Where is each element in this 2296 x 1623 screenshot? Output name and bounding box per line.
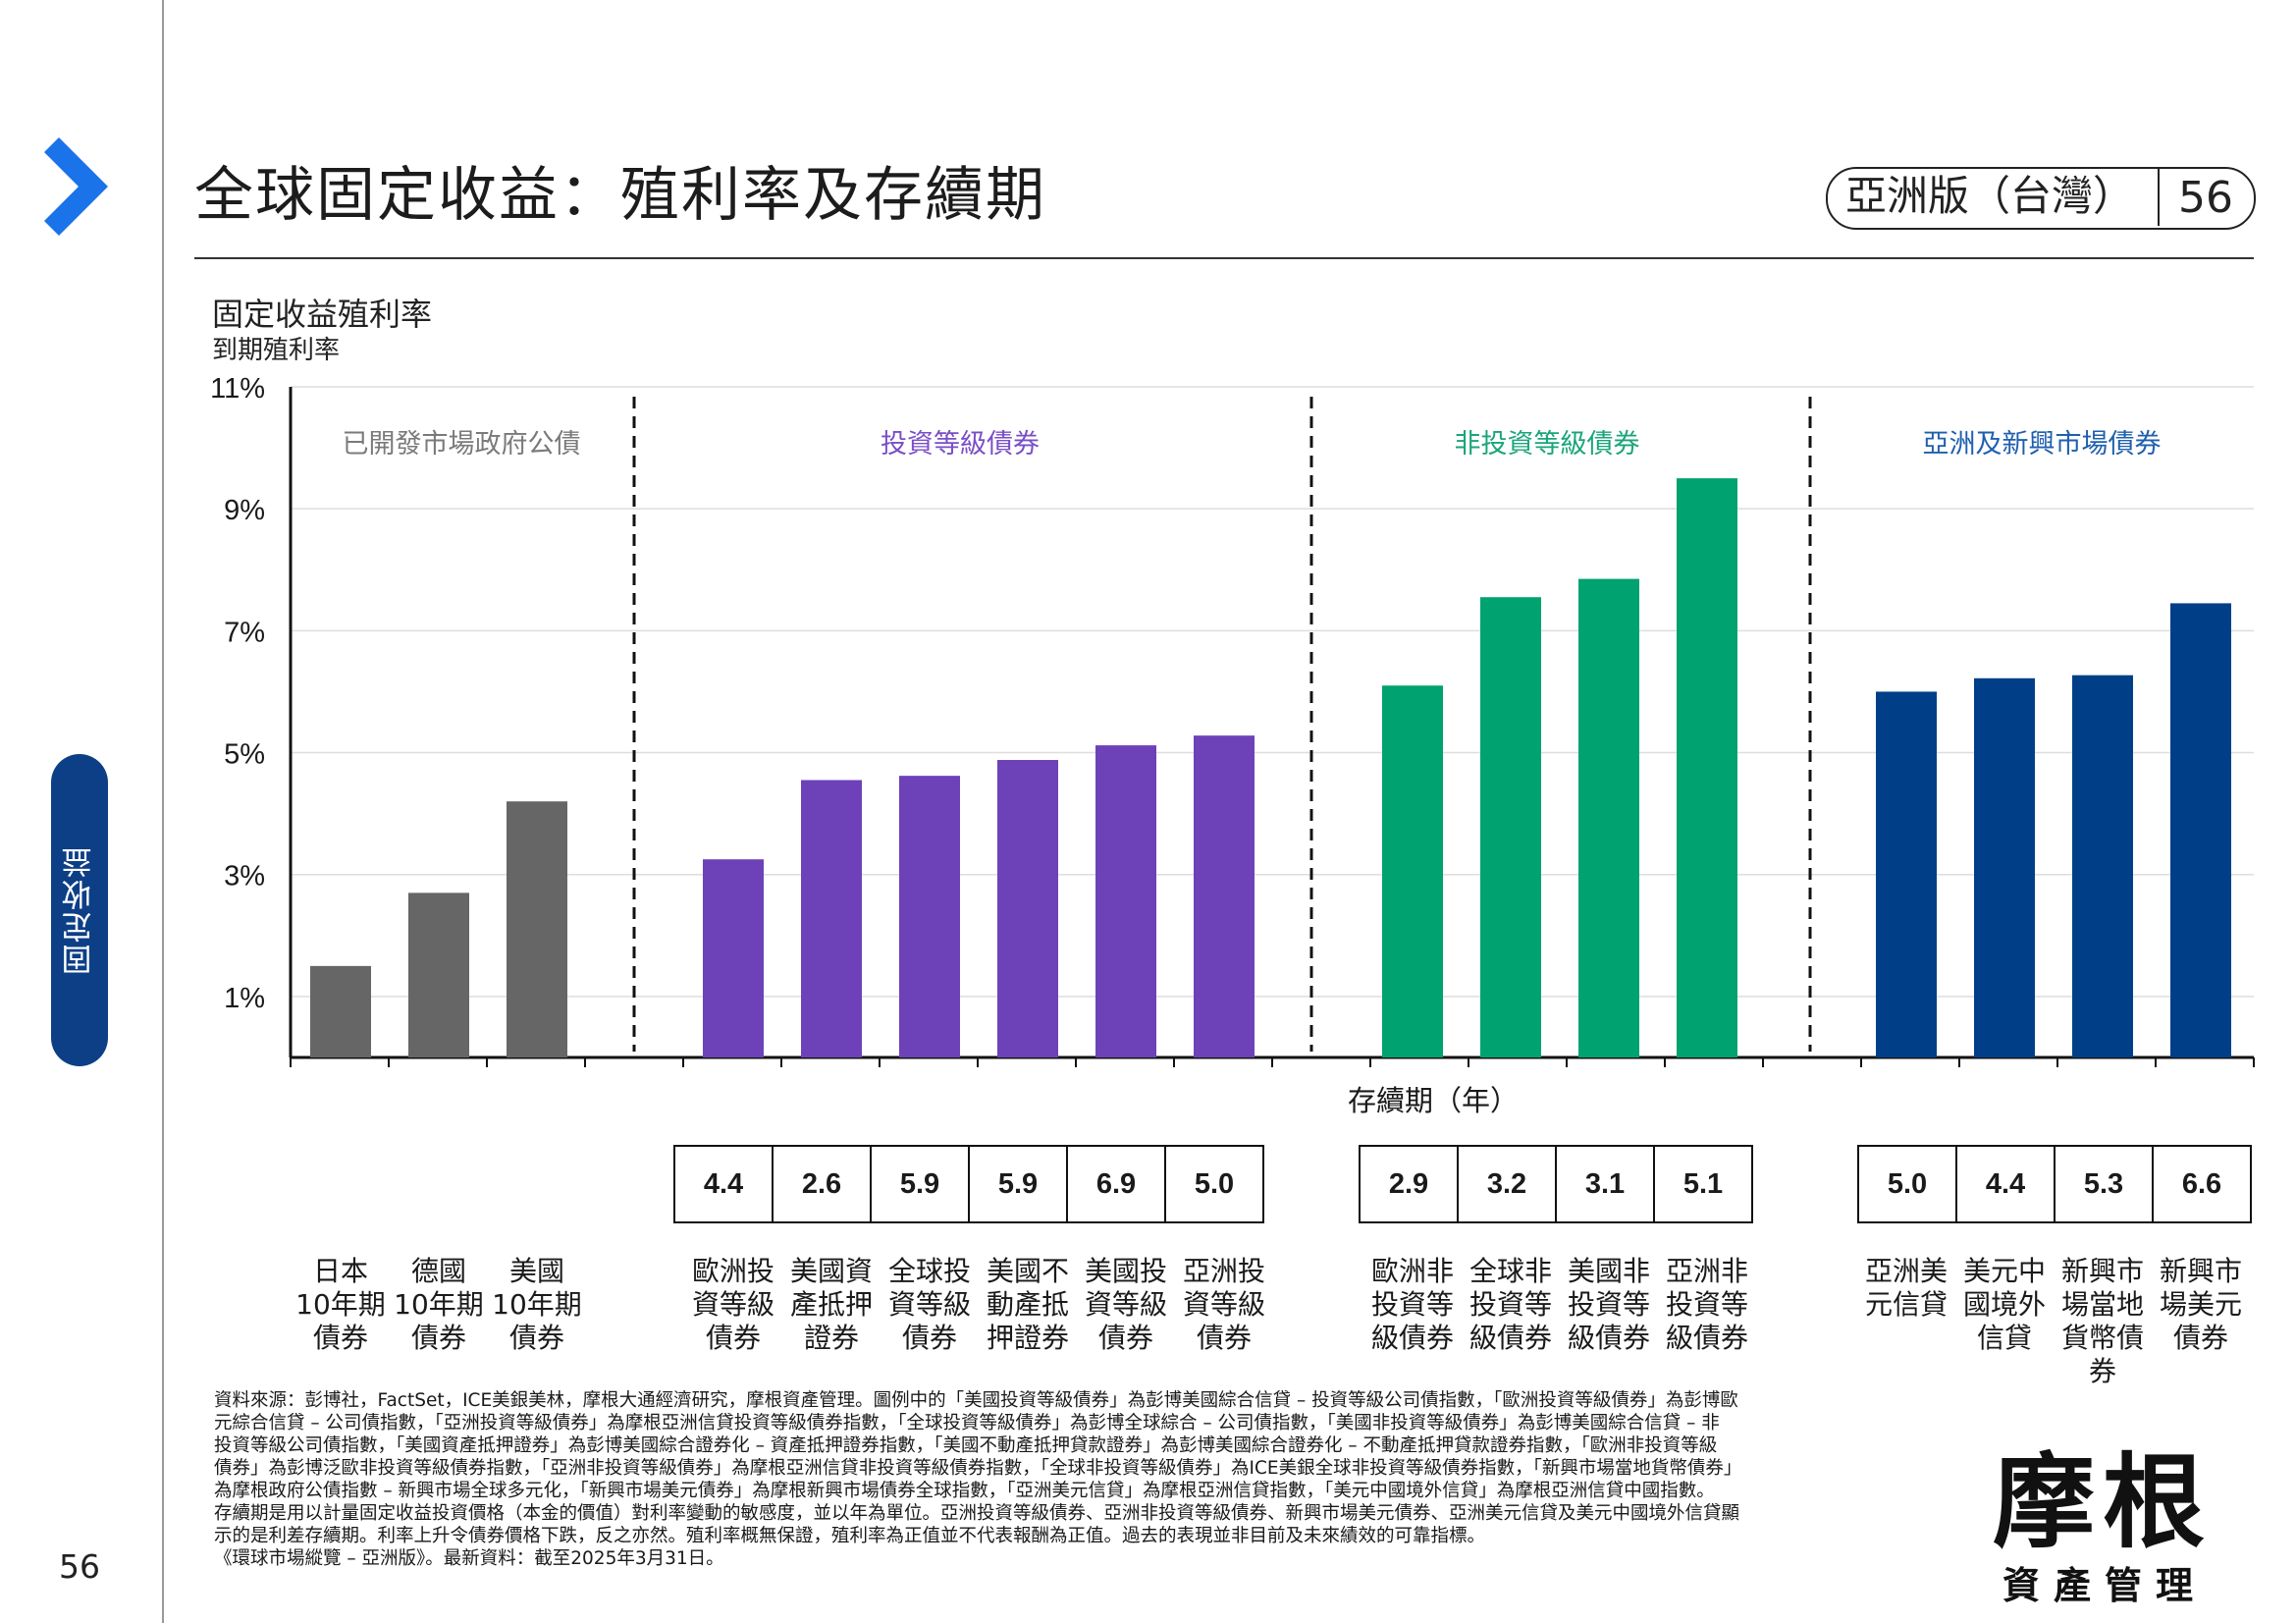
category-label: 美元中 國境外 信貸 [1962, 1255, 2046, 1354]
page-title: 全球固定收益：殖利率及存續期 [194, 161, 1046, 230]
category-label: 歐洲非 投資等 級債券 [1370, 1255, 1454, 1354]
edition-divider [2158, 169, 2160, 226]
category-label: 美國 10年期 債券 [492, 1255, 582, 1354]
duration-value: 5.3 [2056, 1147, 2154, 1221]
edition-label: 亞洲版（台灣） [1845, 172, 2135, 220]
y-tick-label: 11% [210, 373, 265, 405]
duration-value: 3.1 [1557, 1147, 1655, 1221]
duration-axis-label: 存續期（年） [1348, 1084, 1519, 1117]
chevron-right-icon [44, 137, 108, 236]
duration-value: 5.0 [1859, 1147, 1957, 1221]
group-label: 已開發市場政府公債 [343, 429, 581, 460]
duration-value: 4.4 [675, 1147, 774, 1221]
duration-value: 5.1 [1682, 1167, 1724, 1200]
bar [703, 859, 764, 1057]
category-label: 美國非 投資等 級債券 [1567, 1255, 1650, 1354]
category-label: 亞洲投 資等級 債券 [1182, 1255, 1265, 1354]
bar [1480, 597, 1541, 1057]
category-label: 美國資 產抵押 證券 [789, 1255, 873, 1354]
edition-badge [1826, 167, 2256, 230]
footnote-line: 資料來源：彭博社，FactSet，ICE美銀美林，摩根大通經濟研究，摩根資產管理… [214, 1390, 1738, 1411]
category-label: 美國不 動產抵 押證券 [986, 1255, 1069, 1354]
brand-logo-subtitle: 資產管理 [2002, 1564, 2208, 1607]
group-label: 投資等級債券 [881, 429, 1040, 460]
footnote-line: 投資等級公司債指數，「美國資產抵押證券」為彭博美國綜合證券化 – 資產抵押證券指… [214, 1435, 1718, 1456]
bar [2072, 675, 2133, 1057]
bar [1578, 578, 1639, 1057]
bar [1095, 745, 1156, 1057]
footnote: 資料來源：彭博社，FactSet，ICE美銀美林，摩根大通經濟研究，摩根資產管理… [214, 1389, 1971, 1570]
footnote-line: 元綜合信貸 – 公司債指數，「亞洲投資等級債券」為摩根亞洲信貸投資等級債券指數，… [214, 1413, 1720, 1434]
chart-title: 固定收益殖利率 [212, 296, 433, 333]
group-label: 非投資等級債券 [1455, 429, 1640, 460]
footnote-line: 存續期是用以計量固定收益投資價格（本金的價值）對利率變動的敏感度，並以年為單位。… [214, 1503, 1740, 1524]
category-label: 歐洲投 資等級 債券 [691, 1255, 774, 1354]
duration-value: 2.9 [1361, 1147, 1459, 1221]
bar [1876, 691, 1937, 1057]
footnote-line: 債券」為彭博泛歐非投資等級債券指數，「亞洲非投資等級債券」為摩根亞洲信貸非投資等… [214, 1458, 1742, 1479]
bar [1677, 478, 1737, 1057]
duration-value: 2.6 [774, 1147, 872, 1221]
group-label: 亞洲及新興市場債券 [1923, 429, 2162, 460]
category-label: 新興市 場當地 貨幣債 券 [2060, 1255, 2144, 1387]
bar [408, 893, 469, 1057]
bar [801, 780, 862, 1057]
category-label: 新興市 場美元 債券 [2159, 1255, 2242, 1354]
y-tick-label: 9% [224, 495, 265, 526]
left-rail-divider [162, 0, 164, 1623]
section-tab[interactable] [51, 754, 108, 1066]
duration-value: 5.0 [1194, 1167, 1235, 1200]
bar [310, 965, 371, 1057]
duration-box: 2.9 3.2 3.1 5.1 [1359, 1145, 1753, 1223]
category-label: 全球非 投資等 級債券 [1468, 1255, 1552, 1354]
y-tick-label: 7% [224, 617, 265, 648]
bar [1194, 735, 1255, 1057]
category-label: 亞洲非 投資等 級債券 [1665, 1255, 1748, 1354]
bar [2170, 603, 2231, 1057]
category-label: 亞洲美 元信貸 [1864, 1255, 1948, 1321]
duration-box: 5.0 4.4 5.3 6.6 [1857, 1145, 2252, 1223]
bar [507, 801, 567, 1057]
page-number: 56 [59, 1547, 100, 1586]
y-tick-label: 5% [224, 739, 265, 771]
bar [899, 776, 960, 1057]
duration-box: 4.4 2.6 5.9 5.9 6.9 5.0 [673, 1145, 1264, 1223]
category-label: 日本 10年期 債券 [295, 1255, 386, 1354]
duration-value: 3.2 [1459, 1147, 1557, 1221]
category-label: 德國 10年期 債券 [394, 1255, 484, 1354]
y-tick-label: 3% [224, 861, 265, 893]
y-tick-label: 1% [224, 983, 265, 1014]
category-label: 全球投 資等級 債券 [887, 1255, 971, 1354]
bar [1974, 677, 2035, 1057]
chart-subtitle: 到期殖利率 [212, 336, 341, 365]
duration-value: 4.4 [1957, 1147, 2056, 1221]
duration-value: 6.6 [2181, 1167, 2222, 1200]
bar [1382, 685, 1443, 1057]
footnote-line: 示的是利差存續期。利率上升令債券價格下跌，反之亦然。殖利率概無保證，殖利率為正值… [214, 1526, 1486, 1546]
duration-value: 6.9 [1068, 1147, 1166, 1221]
footnote-line: 為摩根政府公債指數 – 新興市場全球多元化，「新興市場美元債券」為摩根新興市場債… [214, 1481, 1715, 1501]
duration-value: 5.9 [872, 1147, 970, 1221]
category-label: 美國投 資等級 債券 [1084, 1255, 1167, 1354]
edition-page-number: 56 [2178, 173, 2233, 223]
brand-logo: 摩根 [1993, 1441, 2214, 1562]
bar [997, 759, 1058, 1057]
title-divider [194, 257, 2254, 259]
duration-value: 5.9 [970, 1147, 1068, 1221]
footnote-line: 《環球市場縱覽 – 亞洲版》。最新資料：截至2025年3月31日。 [214, 1548, 724, 1569]
